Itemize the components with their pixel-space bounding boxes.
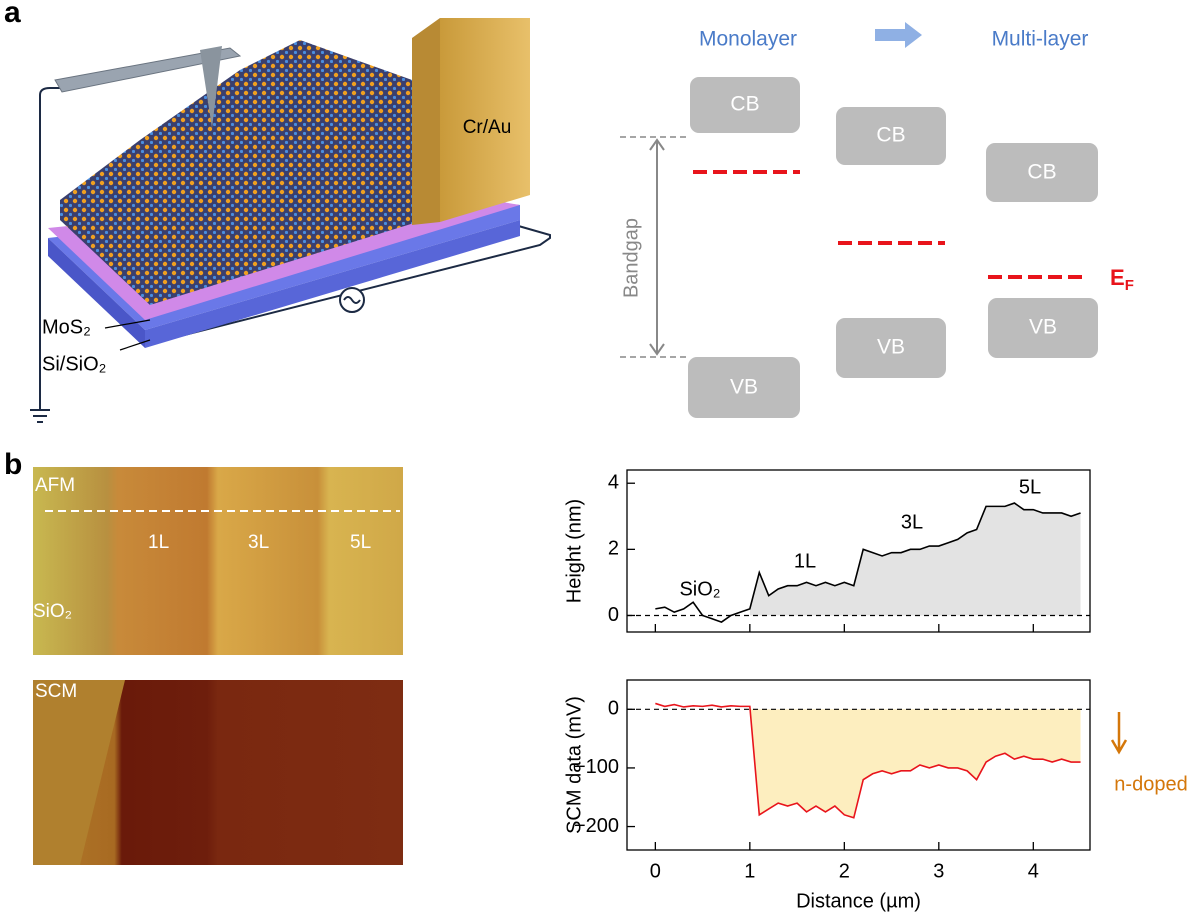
band-label: CB (876, 124, 905, 147)
arrow (875, 22, 922, 48)
band-box (988, 298, 1098, 358)
x-tick-label: 1 (744, 860, 755, 882)
side-note: n-doped (1114, 773, 1187, 795)
band-label: VB (877, 336, 905, 359)
device-illustration: Cr/Au MoS₂ Si/SiO₂ (30, 18, 551, 423)
y-tick-label: −200 (574, 815, 619, 837)
x-tick-label: 2 (839, 860, 850, 882)
band-box (986, 143, 1098, 202)
band-label: VB (730, 376, 758, 399)
y-axis-label: Height (nm) (563, 499, 585, 603)
band-label: CB (1027, 161, 1056, 184)
image-label: SCM (35, 681, 77, 702)
annotation: 5L (1019, 476, 1041, 498)
scm-image: SCM (33, 680, 403, 865)
panel-label: a (4, 0, 21, 29)
x-axis-label: Distance (µm) (796, 890, 921, 912)
bandgap-label: Bandgap (620, 218, 642, 298)
fermi-label-sub: F (1125, 277, 1134, 294)
band-label: VB (1029, 316, 1057, 339)
x-tick-label: 4 (1028, 860, 1039, 882)
band-box (836, 318, 946, 378)
column-title: Multi-layer (992, 28, 1089, 51)
band-box (836, 107, 946, 165)
band-label: CB (730, 93, 759, 116)
bandgap-arrow (649, 138, 665, 356)
data-line (655, 502, 1081, 623)
column-title: Monolayer (699, 28, 797, 51)
annotation: 3L (901, 511, 923, 533)
y-tick-label: 0 (608, 604, 619, 626)
illustration-label: Cr/Au (463, 117, 512, 138)
band-box (688, 357, 800, 418)
image-label: SiO₂ (33, 601, 72, 622)
panel-label: b (4, 448, 22, 481)
illustration-label: Si/SiO₂ (42, 353, 106, 375)
shaded-area (749, 706, 1081, 818)
y-tick-label: 0 (608, 698, 619, 720)
annotation: 1L (794, 550, 816, 572)
band-box (690, 77, 800, 133)
image-label: 3L (248, 532, 269, 553)
fermi-label: EF (1110, 265, 1134, 294)
y-tick-label: 4 (608, 472, 619, 494)
band-diagram: Monolayer Multi-layer CB VB CB VB CB VB … (620, 22, 1134, 418)
image-label: 5L (350, 532, 371, 553)
x-tick-label: 0 (650, 860, 661, 882)
plot-frame (626, 679, 1091, 851)
data-line (655, 702, 1081, 819)
y-axis-label: SCM data (mV) (563, 696, 585, 834)
annotation: SiO₂ (679, 578, 720, 600)
y-tick-label: −100 (574, 756, 619, 778)
x-tick-label: 3 (933, 860, 944, 882)
illustration-label: MoS₂ (42, 316, 91, 338)
image-label: AFM (35, 475, 75, 496)
fermi-label-main: E (1110, 265, 1125, 290)
y-tick-label: 2 (608, 538, 619, 560)
plot-frame (626, 469, 1091, 633)
image-label: 1L (148, 532, 169, 553)
afm-image: AFM 1L 3L 5L SiO₂ (33, 467, 403, 655)
note-arrow (1110, 712, 1128, 755)
shaded-area (749, 503, 1081, 616)
